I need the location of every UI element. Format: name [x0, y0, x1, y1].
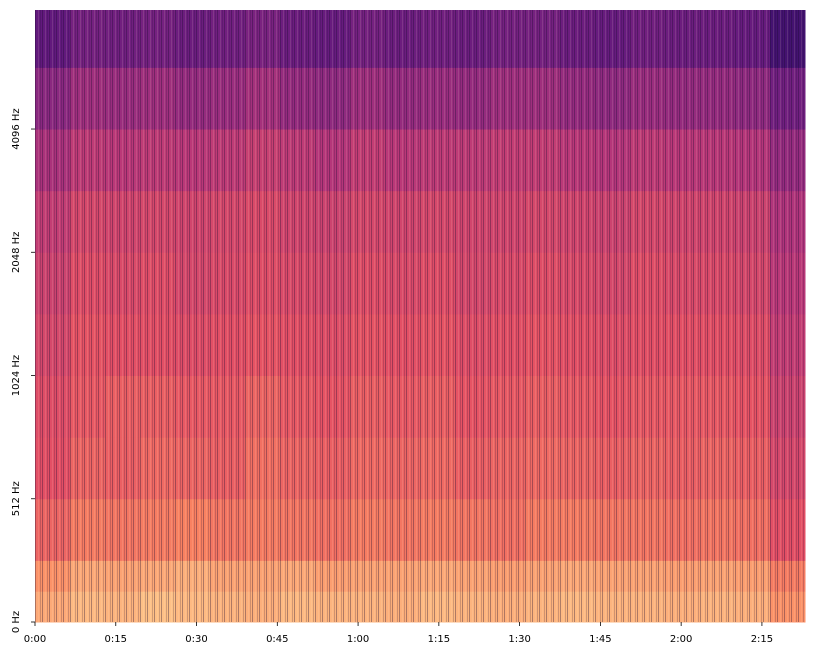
x-tick-label: 2:15 — [751, 634, 773, 645]
y-tick-label: 4096 Hz — [11, 108, 22, 149]
x-tick-label: 1:15 — [428, 634, 450, 645]
y-tick-label: 0 Hz — [11, 611, 22, 633]
x-tick-label: 0:15 — [105, 634, 127, 645]
texture — [35, 10, 805, 622]
x-tick-label: 0:30 — [185, 634, 207, 645]
x-tick-label: 0:00 — [24, 634, 46, 645]
y-tick-label: 512 Hz — [11, 481, 22, 516]
y-tick-label: 2048 Hz — [11, 232, 22, 273]
x-tick-label: 2:00 — [670, 634, 692, 645]
x-tick-label: 1:45 — [589, 634, 611, 645]
axes: 0:00 0:15 0:30 0:45 1:00 1:15 1:30 1:45 2:00 2:15… — [11, 108, 773, 645]
x-tick-label: 1:30 — [508, 634, 530, 645]
x-tick-label: 0:45 — [266, 634, 288, 645]
y-tick-label: 1024 Hz — [11, 355, 22, 396]
x-tick-label: 1:00 — [347, 634, 369, 645]
